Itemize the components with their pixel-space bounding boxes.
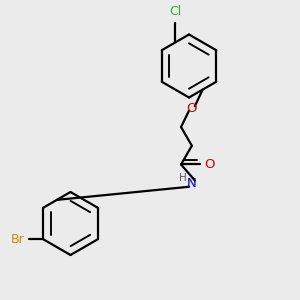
Text: O: O	[187, 102, 197, 115]
Text: Cl: Cl	[169, 5, 182, 18]
Text: Br: Br	[11, 233, 24, 246]
Text: H: H	[179, 173, 187, 183]
Text: O: O	[205, 158, 215, 171]
Text: N: N	[187, 177, 197, 190]
